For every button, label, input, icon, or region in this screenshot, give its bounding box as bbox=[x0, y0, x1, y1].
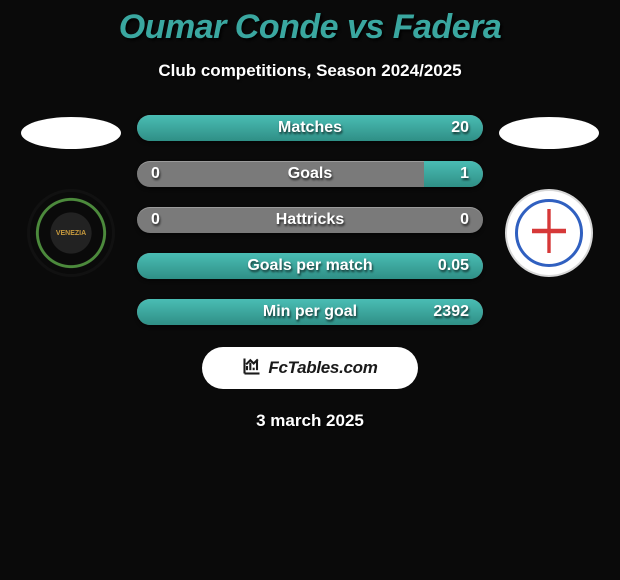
brand-badge: FcTables.com bbox=[202, 347, 418, 389]
page-title: Oumar Conde vs Fadera bbox=[0, 8, 620, 47]
stat-label: Min per goal bbox=[137, 299, 483, 325]
player-flag-right bbox=[499, 117, 599, 149]
stat-value-right: 0 bbox=[460, 207, 469, 233]
subtitle: Club competitions, Season 2024/2025 bbox=[0, 61, 620, 81]
player-flag-left bbox=[21, 117, 121, 149]
club-badge-left: VENEZIA bbox=[27, 189, 115, 277]
stat-bar: Min per goal2392 bbox=[137, 299, 483, 325]
stat-bar: 0Hattricks0 bbox=[137, 207, 483, 233]
main-row: VENEZIA Matches200Goals10Hattricks0Goals… bbox=[0, 115, 620, 325]
right-column bbox=[497, 115, 601, 277]
stat-value-right: 20 bbox=[451, 115, 469, 141]
brand-chart-icon bbox=[242, 356, 262, 381]
stat-label: Matches bbox=[137, 115, 483, 141]
stat-label: Goals per match bbox=[137, 253, 483, 279]
stat-value-right: 1 bbox=[460, 161, 469, 187]
date-label: 3 march 2025 bbox=[0, 411, 620, 431]
brand-text: FcTables.com bbox=[268, 358, 377, 378]
stat-label: Goals bbox=[137, 161, 483, 187]
stat-bar: 0Goals1 bbox=[137, 161, 483, 187]
stats-column: Matches200Goals10Hattricks0Goals per mat… bbox=[137, 115, 483, 325]
comparison-card: Oumar Conde vs Fadera Club competitions,… bbox=[0, 0, 620, 431]
stat-value-right: 2392 bbox=[433, 299, 469, 325]
club-badge-right bbox=[505, 189, 593, 277]
stat-value-right: 0.05 bbox=[438, 253, 469, 279]
stat-bar: Matches20 bbox=[137, 115, 483, 141]
stat-label: Hattricks bbox=[137, 207, 483, 233]
club-badge-left-label: VENEZIA bbox=[56, 230, 86, 237]
left-column: VENEZIA bbox=[19, 115, 123, 277]
stat-bar: Goals per match0.05 bbox=[137, 253, 483, 279]
